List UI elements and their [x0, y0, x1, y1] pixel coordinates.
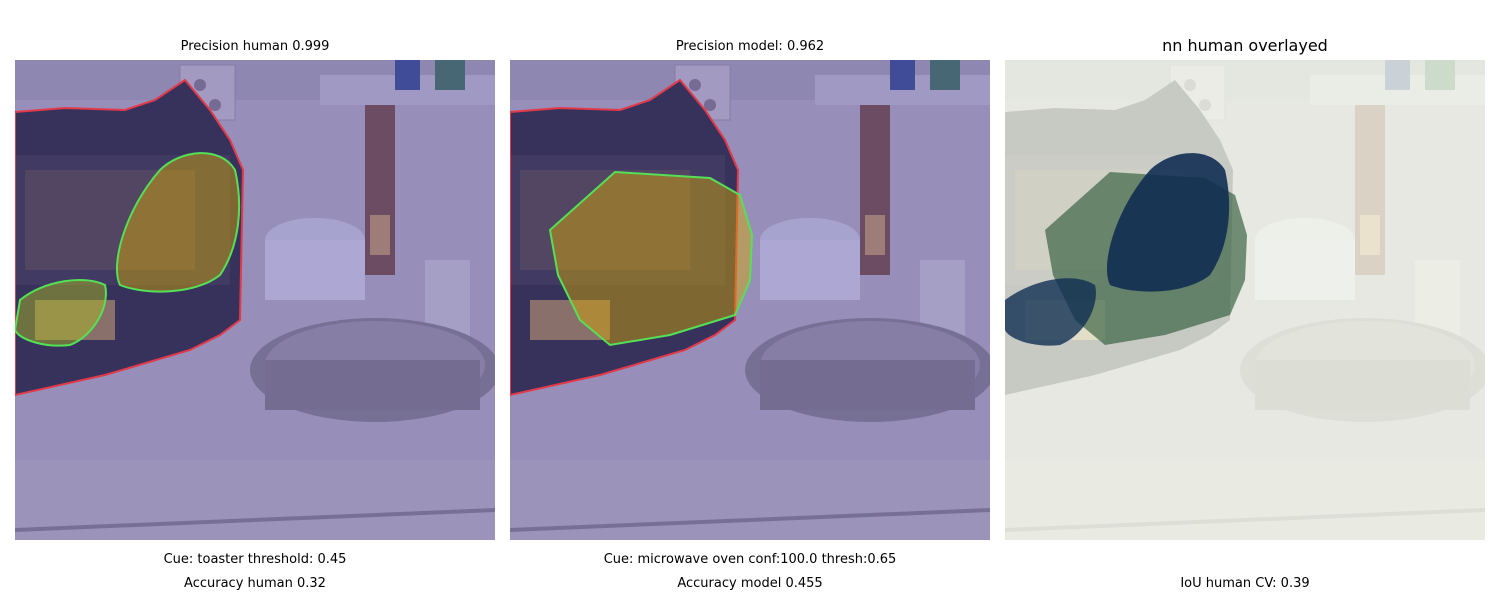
- model-attention-image-panel: [510, 60, 990, 540]
- toaster-outline: [510, 78, 740, 397]
- overlay-image: [1005, 60, 1485, 540]
- accuracy-caption: Accuracy human 0.32: [184, 576, 326, 591]
- human-region-overlay-left: [1005, 278, 1096, 346]
- iou-caption: IoU human CV: 0.39: [1180, 576, 1310, 591]
- purple-tint-overlay: [15, 60, 495, 540]
- panel-title-overlay: nn human overlayed: [1162, 36, 1328, 55]
- panel-title-model-precision: Precision model: 0.962: [675, 39, 825, 54]
- accuracy-caption: Accuracy model 0.455: [677, 576, 823, 591]
- attention-blob-left: [15, 279, 107, 347]
- human-attention-image-panel: [15, 60, 495, 540]
- cue-caption: Cue: toaster threshold: 0.45: [163, 552, 347, 567]
- cue-caption: Cue: microwave oven conf:100.0 thresh:0.…: [603, 552, 897, 567]
- attention-region-microwave: [548, 170, 754, 347]
- overlay-image-panel: [1005, 60, 1485, 540]
- purple-tint-overlay: [510, 60, 990, 540]
- panel-title-human-precision: Precision human 0.999: [180, 39, 330, 54]
- attention-blob-toaster: [116, 152, 241, 293]
- human-region-overlay: [1106, 153, 1230, 292]
- human-attention-image: [15, 60, 495, 540]
- toaster-outline: [15, 78, 245, 397]
- model-attention-image: [510, 60, 990, 540]
